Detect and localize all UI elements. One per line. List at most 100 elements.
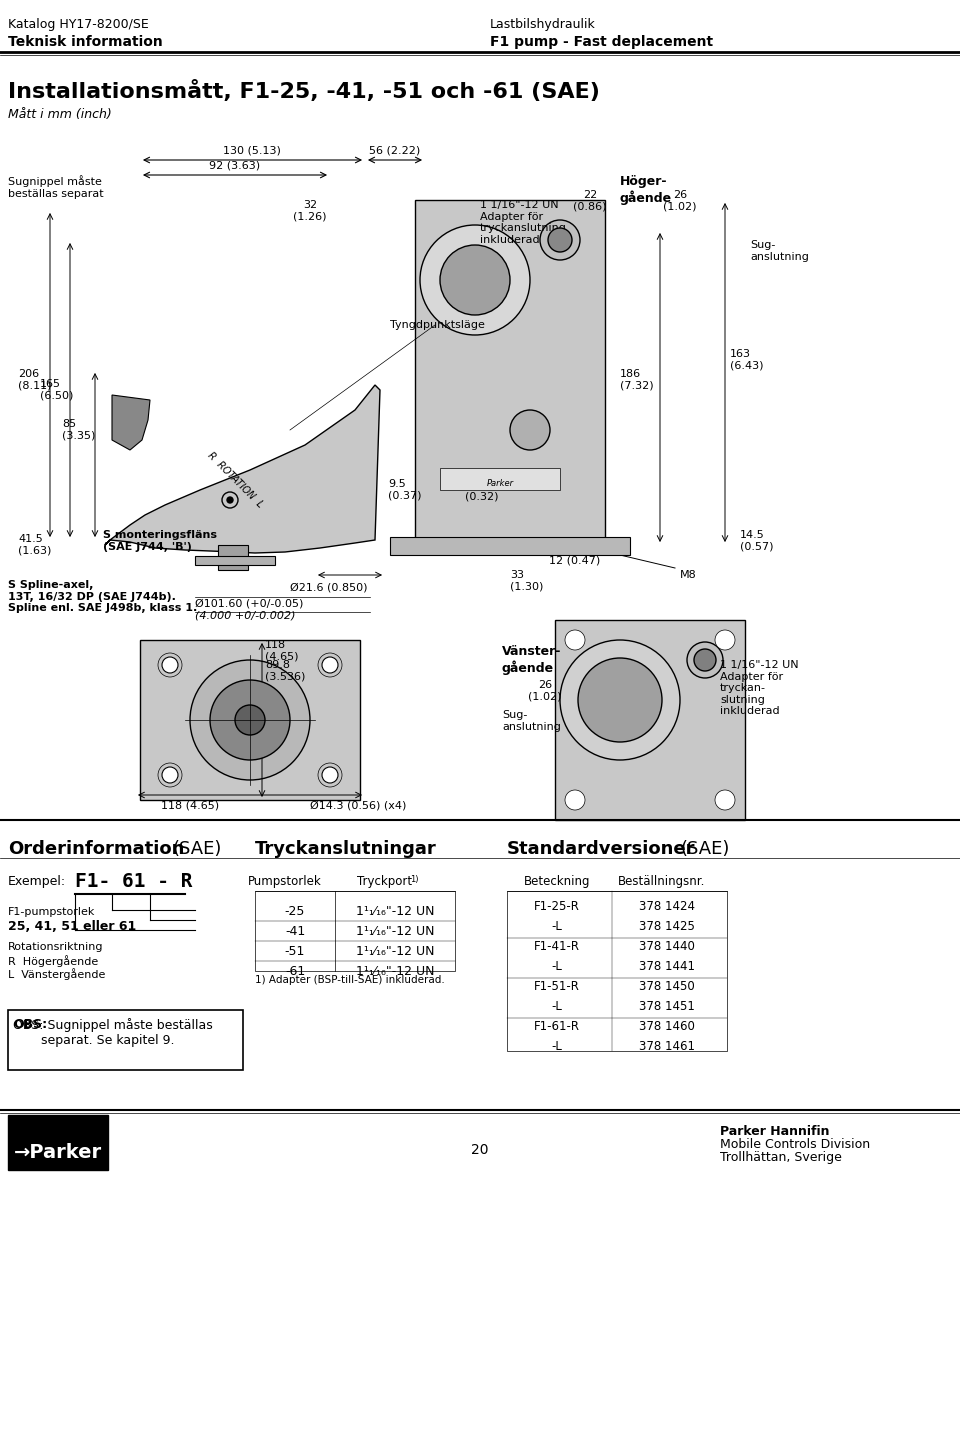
- Text: 206
(8.11): 206 (8.11): [18, 369, 52, 390]
- Text: Installationsmått, F1-25, -41, -51 och -61 (SAE): Installationsmått, F1-25, -41, -51 och -…: [8, 80, 600, 102]
- Circle shape: [162, 656, 178, 674]
- Circle shape: [694, 649, 716, 671]
- Text: Vänster-
gående: Vänster- gående: [502, 645, 562, 675]
- Text: Rotationsriktning: Rotationsriktning: [8, 942, 104, 952]
- Text: Tyngdpunktsläge: Tyngdpunktsläge: [390, 320, 485, 330]
- Text: Ø14.3 (0.56) (x4): Ø14.3 (0.56) (x4): [310, 799, 406, 809]
- Circle shape: [227, 498, 233, 503]
- Text: Tryckanslutningar: Tryckanslutningar: [255, 839, 437, 858]
- Bar: [140, 641, 360, 799]
- Text: F1- 61 - R: F1- 61 - R: [75, 872, 193, 891]
- Text: F1-25-R: F1-25-R: [534, 899, 580, 912]
- Bar: [390, 538, 630, 555]
- Text: R  Högergående: R Högergående: [8, 955, 98, 967]
- Text: 118 (4.65): 118 (4.65): [161, 799, 219, 809]
- Text: 186
(7.32): 186 (7.32): [620, 369, 654, 390]
- Circle shape: [548, 227, 572, 252]
- Text: 118
(4.65): 118 (4.65): [265, 641, 299, 662]
- Text: 378 1425: 378 1425: [639, 919, 695, 932]
- Text: -25: -25: [285, 905, 305, 918]
- Text: 378 1440: 378 1440: [639, 940, 695, 952]
- Text: 378 1461: 378 1461: [639, 1040, 695, 1052]
- Circle shape: [162, 766, 178, 784]
- Text: (4.000 +0/-0.002): (4.000 +0/-0.002): [195, 611, 296, 621]
- Circle shape: [560, 641, 680, 759]
- Text: 378 1441: 378 1441: [639, 960, 695, 972]
- Text: (SAE): (SAE): [680, 839, 730, 858]
- Polygon shape: [112, 395, 150, 450]
- Text: Beställningsnr.: Beställningsnr.: [618, 875, 706, 888]
- Polygon shape: [105, 385, 380, 553]
- Text: S Spline-axel,
13T, 16/32 DP (SAE J744b).
Spline enl. SAE J498b, klass 1.: S Spline-axel, 13T, 16/32 DP (SAE J744b)…: [8, 581, 197, 613]
- Text: 41.5
(1.63): 41.5 (1.63): [18, 535, 52, 556]
- Text: 9.5
(0.37): 9.5 (0.37): [388, 479, 421, 500]
- Text: 1 1/16"-12 UN
Adapter för
tryckanslutning
inkluderad: 1 1/16"-12 UN Adapter för tryckanslutnin…: [480, 200, 566, 245]
- Bar: [415, 200, 605, 545]
- Text: Orderinformation: Orderinformation: [8, 839, 184, 858]
- Text: 378 1460: 378 1460: [639, 1020, 695, 1032]
- Text: Mått i mm (inch): Mått i mm (inch): [8, 109, 111, 122]
- Text: 1¹₁⁄₁₆"-12 UN: 1¹₁⁄₁₆"-12 UN: [356, 945, 434, 958]
- Text: 26
(1.02): 26 (1.02): [663, 190, 697, 212]
- Circle shape: [210, 681, 290, 759]
- Text: Trollhättan, Sverige: Trollhättan, Sverige: [720, 1151, 842, 1164]
- Text: F1 pump - Fast deplacement: F1 pump - Fast deplacement: [490, 34, 713, 49]
- Text: -51: -51: [285, 945, 305, 958]
- Bar: [255, 891, 455, 971]
- Text: Ø101.60 (+0/-0.05): Ø101.60 (+0/-0.05): [195, 598, 303, 608]
- Text: -L: -L: [552, 1000, 563, 1012]
- Text: M8: M8: [680, 571, 697, 581]
- Text: R  ROTATION  L: R ROTATION L: [205, 450, 265, 509]
- Text: 33
(1.30): 33 (1.30): [510, 571, 543, 592]
- Text: OBS:: OBS:: [13, 1018, 47, 1031]
- Text: 378 1424: 378 1424: [639, 899, 695, 912]
- Text: Parker: Parker: [487, 479, 514, 488]
- Text: Ø21.6 (0.850): Ø21.6 (0.850): [290, 582, 368, 592]
- Text: 25, 41, 51 eller 61: 25, 41, 51 eller 61: [8, 919, 136, 932]
- Bar: [507, 891, 727, 1051]
- Circle shape: [565, 631, 585, 651]
- Text: 56 (2.22): 56 (2.22): [370, 144, 420, 154]
- Text: L  Vänstergående: L Vänstergående: [8, 968, 106, 980]
- Text: 1¹₁⁄₁₆"-12 UN: 1¹₁⁄₁₆"-12 UN: [356, 965, 434, 978]
- Text: -41: -41: [285, 925, 305, 938]
- Circle shape: [322, 766, 338, 784]
- Text: F1-pumpstorlek: F1-pumpstorlek: [8, 907, 95, 917]
- Text: Beteckning: Beteckning: [524, 875, 590, 888]
- Text: →Parker: →Parker: [14, 1143, 102, 1163]
- Text: 26
(1.02): 26 (1.02): [528, 681, 562, 702]
- Text: Standardversioner: Standardversioner: [507, 839, 695, 858]
- Text: 92 (3.63): 92 (3.63): [209, 160, 260, 170]
- Text: F1-51-R: F1-51-R: [534, 980, 580, 992]
- Text: 378 1450: 378 1450: [639, 980, 695, 992]
- Text: 22
(0.86): 22 (0.86): [623, 681, 657, 702]
- Text: 378 1451: 378 1451: [639, 1000, 695, 1012]
- Text: 20: 20: [471, 1143, 489, 1157]
- Text: 163
(6.43): 163 (6.43): [730, 349, 763, 370]
- Text: 1¹₁⁄₁₆"-12 UN: 1¹₁⁄₁₆"-12 UN: [356, 925, 434, 938]
- Circle shape: [440, 245, 510, 315]
- Text: Lastbilshydraulik: Lastbilshydraulik: [490, 19, 596, 31]
- Circle shape: [578, 658, 662, 742]
- Text: -L: -L: [552, 960, 563, 972]
- Text: 1): 1): [410, 875, 419, 884]
- Text: 22
(0.86): 22 (0.86): [573, 190, 607, 212]
- Text: 130 (5.13): 130 (5.13): [223, 144, 281, 154]
- Text: -61: -61: [285, 965, 305, 978]
- Circle shape: [322, 656, 338, 674]
- Text: Höger-
gående: Höger- gående: [620, 174, 672, 204]
- Circle shape: [565, 789, 585, 809]
- Text: -L: -L: [552, 1040, 563, 1052]
- Text: F1-61-R: F1-61-R: [534, 1020, 580, 1032]
- Text: 1) Adapter (BSP-till-SAE) inkluderad.: 1) Adapter (BSP-till-SAE) inkluderad.: [255, 975, 444, 985]
- Bar: [555, 621, 745, 819]
- Text: 89.8
(3.536): 89.8 (3.536): [265, 661, 305, 682]
- Circle shape: [420, 225, 530, 335]
- Circle shape: [190, 661, 310, 779]
- Text: 85
(3.35): 85 (3.35): [62, 419, 95, 440]
- Text: Sug-
anslutning: Sug- anslutning: [750, 240, 809, 262]
- Bar: [440, 468, 560, 490]
- Text: Pumpstorlek: Pumpstorlek: [248, 875, 322, 888]
- Text: 165
(6.50): 165 (6.50): [40, 379, 73, 400]
- Text: Teknisk information: Teknisk information: [8, 34, 163, 49]
